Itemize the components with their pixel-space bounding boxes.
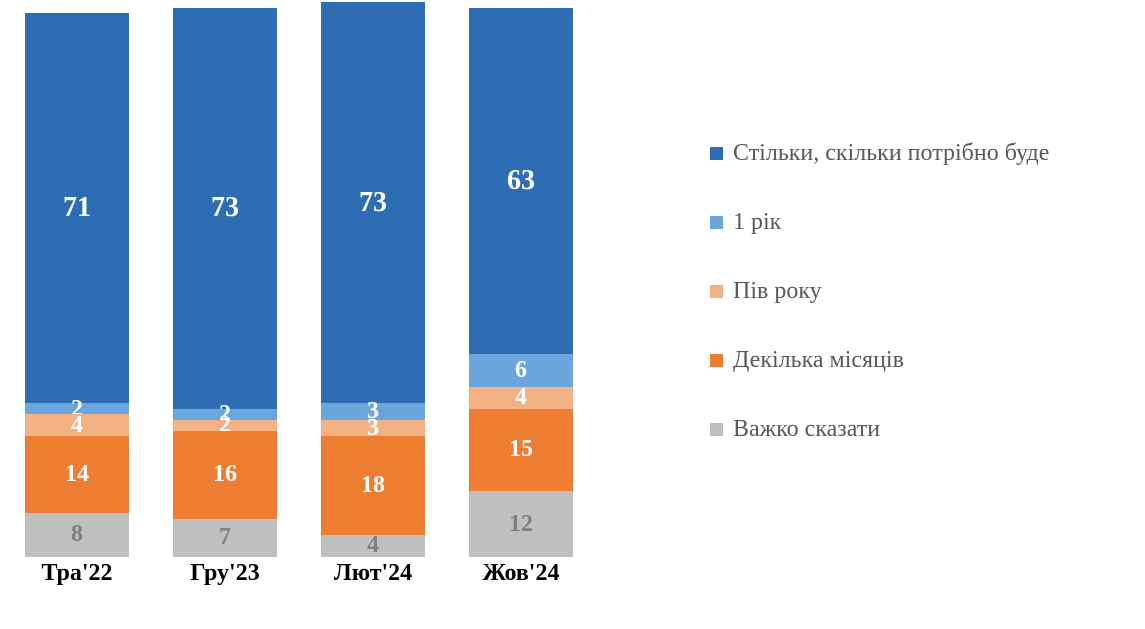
legend-item: Пів року bbox=[710, 278, 1049, 305]
bar-segment-value: 18 bbox=[361, 472, 385, 499]
legend-item: Декілька місяців bbox=[710, 347, 1049, 374]
bar-segment-few_months: 18 bbox=[321, 436, 425, 535]
legend-swatch bbox=[710, 216, 723, 229]
bar-segment-value: 15 bbox=[509, 436, 533, 463]
bar-segment-half_year: 4 bbox=[469, 387, 573, 409]
x-axis-label: Гру'23 bbox=[173, 560, 277, 587]
bar-segment-value: 73 bbox=[359, 187, 387, 219]
bar-segment-value: 4 bbox=[515, 384, 527, 411]
bar-segment-value: 71 bbox=[63, 192, 91, 224]
bar: 7124148 bbox=[25, 13, 129, 557]
bar-segment-value: 12 bbox=[509, 511, 533, 538]
bar-segment-value: 8 bbox=[71, 521, 83, 548]
x-axis-label: Тра'22 bbox=[25, 560, 129, 587]
legend-label: Декілька місяців bbox=[733, 347, 904, 374]
bar-segment-hard_to_say: 4 bbox=[321, 535, 425, 557]
bar-segment-few_months: 14 bbox=[25, 436, 129, 513]
bar-segment-value: 63 bbox=[507, 165, 535, 197]
bar-segment-value: 7 bbox=[219, 524, 231, 551]
legend-item: Важко сказати bbox=[710, 416, 1049, 443]
legend: Стільки, скільки потрібно буде 1 рік Пів р… bbox=[710, 140, 1049, 485]
plot-area: 71241487322167733318463641512 bbox=[25, 2, 645, 557]
bar-segment-hard_to_say: 7 bbox=[173, 519, 277, 557]
legend-label: Стільки, скільки потрібно буде bbox=[733, 140, 1049, 167]
legend-swatch bbox=[710, 147, 723, 160]
bar-segment-one_year: 6 bbox=[469, 354, 573, 387]
legend-item: 1 рік bbox=[710, 209, 1049, 236]
bar-segment-half_year: 3 bbox=[321, 420, 425, 436]
legend-label: Важко сказати bbox=[733, 416, 880, 443]
bar: 7322167 bbox=[173, 8, 277, 558]
legend-label: Пів року bbox=[733, 278, 822, 305]
bar-segment-necessary: 73 bbox=[321, 2, 425, 403]
bar-segment-value: 4 bbox=[367, 532, 379, 559]
legend-item: Стільки, скільки потрібно буде bbox=[710, 140, 1049, 167]
bar-segment-value: 73 bbox=[211, 192, 239, 224]
bar-segment-half_year: 4 bbox=[25, 414, 129, 436]
bar-segment-value: 6 bbox=[515, 357, 527, 384]
bar-segment-few_months: 15 bbox=[469, 409, 573, 491]
bar-segment-necessary: 73 bbox=[173, 8, 277, 409]
x-axis-label: Жов'24 bbox=[469, 560, 573, 587]
bar-segment-hard_to_say: 12 bbox=[469, 491, 573, 557]
x-axis-labels: Тра'22 Гру'23 Лют'24 Жов'24 bbox=[25, 560, 645, 600]
legend-swatch bbox=[710, 285, 723, 298]
bar-segment-necessary: 71 bbox=[25, 13, 129, 403]
bar-segment-value: 4 bbox=[71, 412, 83, 439]
legend-swatch bbox=[710, 423, 723, 436]
legend-swatch bbox=[710, 354, 723, 367]
x-axis-label: Лют'24 bbox=[321, 560, 425, 587]
bar-segment-necessary: 63 bbox=[469, 8, 573, 354]
legend-label: 1 рік bbox=[733, 209, 781, 236]
bar-segment-value: 16 bbox=[213, 461, 237, 488]
chart-container: 71241487322167733318463641512 Тра'22Гру'… bbox=[0, 0, 1145, 629]
bar-segment-half_year: 2 bbox=[173, 420, 277, 431]
bar-segment-few_months: 16 bbox=[173, 431, 277, 519]
bar: 7333184 bbox=[321, 2, 425, 557]
bar-segment-hard_to_say: 8 bbox=[25, 513, 129, 557]
bar-segment-value: 14 bbox=[65, 461, 89, 488]
bar: 63 64 15 12 bbox=[469, 8, 573, 558]
